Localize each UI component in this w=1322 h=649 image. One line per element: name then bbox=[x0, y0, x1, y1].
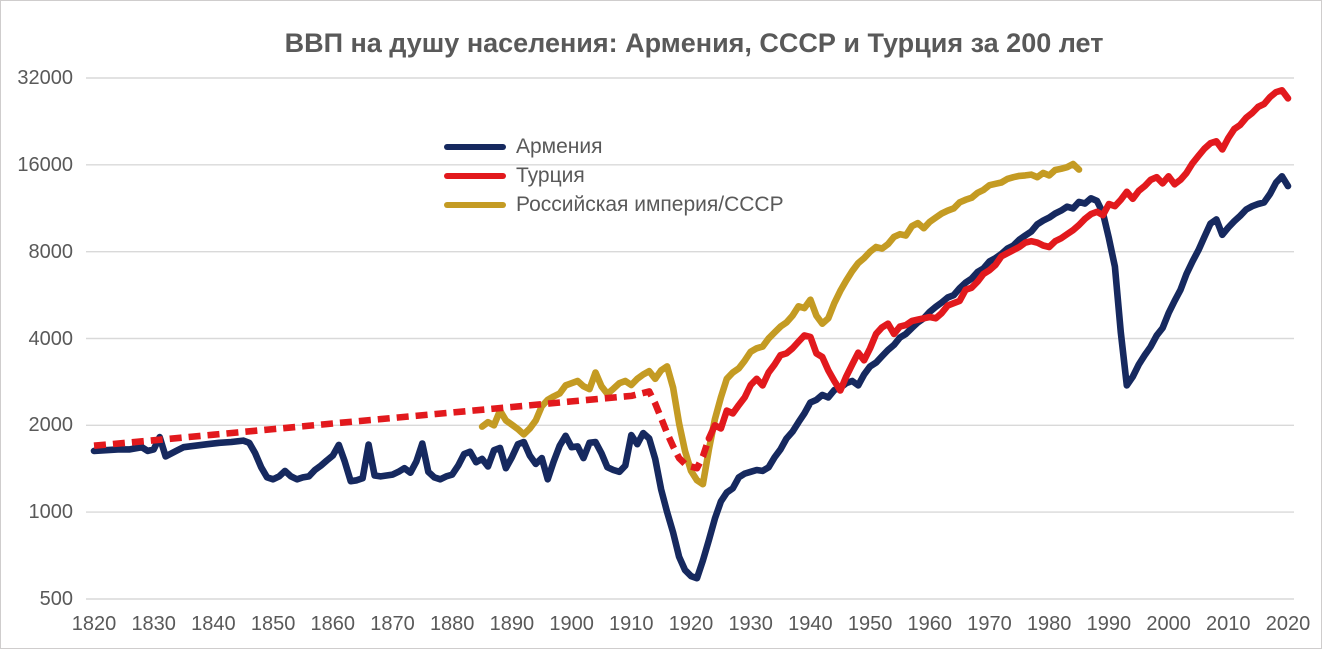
legend-swatch-turkey bbox=[444, 172, 506, 179]
series-line-turkey-dashed bbox=[93, 388, 713, 472]
x-tick-1900: 1900 bbox=[549, 613, 594, 635]
legend: Армения Турция Российская империя/СССР bbox=[444, 132, 784, 219]
x-tick-1990: 1990 bbox=[1086, 613, 1132, 635]
x-tick-1910: 1910 bbox=[609, 613, 654, 635]
y-tick-1000: 1000 bbox=[28, 501, 74, 524]
x-tick-1950: 1950 bbox=[847, 613, 893, 635]
legend-swatch-armenia bbox=[444, 143, 506, 150]
x-tick-2010: 2010 bbox=[1206, 613, 1251, 635]
y-tick-2000: 2000 bbox=[28, 414, 74, 437]
x-tick-1970: 1970 bbox=[967, 613, 1012, 635]
legend-swatch-ussr bbox=[444, 201, 506, 208]
series-line-armenia bbox=[90, 173, 1292, 582]
x-tick-1980: 1980 bbox=[1026, 613, 1072, 635]
series-line-turkey-solid bbox=[705, 87, 1292, 442]
x-tick-2020: 2020 bbox=[1265, 613, 1311, 635]
x-tick-1890: 1890 bbox=[489, 613, 535, 635]
y-tick-32000: 32000 bbox=[17, 67, 73, 89]
x-tick-1820: 1820 bbox=[71, 613, 117, 635]
y-tick-8000: 8000 bbox=[28, 240, 74, 263]
x-tick-1830: 1830 bbox=[131, 613, 176, 635]
legend-item-ussr: Российская империя/СССР bbox=[444, 190, 784, 219]
y-tick-16000: 16000 bbox=[17, 153, 73, 176]
x-tick-1850: 1850 bbox=[250, 613, 296, 635]
x-tick-1940: 1940 bbox=[788, 613, 833, 635]
x-tick-1920: 1920 bbox=[668, 613, 714, 635]
y-tick-500: 500 bbox=[39, 588, 73, 610]
legend-label-ussr: Российская империя/СССР bbox=[516, 192, 784, 216]
y-tick-4000: 4000 bbox=[28, 327, 74, 350]
legend-label-turkey: Турция bbox=[516, 163, 585, 187]
chart-title: ВВП на душу населения: Армения, СССР и Т… bbox=[284, 28, 1104, 58]
x-tick-1880: 1880 bbox=[429, 613, 475, 635]
x-tick-1840: 1840 bbox=[191, 613, 236, 635]
legend-label-armenia: Армения bbox=[516, 134, 603, 158]
legend-item-turkey: Турция bbox=[444, 161, 784, 190]
x-tick-1960: 1960 bbox=[907, 613, 953, 635]
x-tick-1870: 1870 bbox=[370, 613, 415, 635]
legend-item-armenia: Армения bbox=[444, 132, 784, 161]
x-tick-1930: 1930 bbox=[728, 613, 773, 635]
series-line-ussr bbox=[478, 160, 1083, 488]
x-tick-1860: 1860 bbox=[310, 613, 356, 635]
x-tick-2000: 2000 bbox=[1146, 613, 1191, 635]
